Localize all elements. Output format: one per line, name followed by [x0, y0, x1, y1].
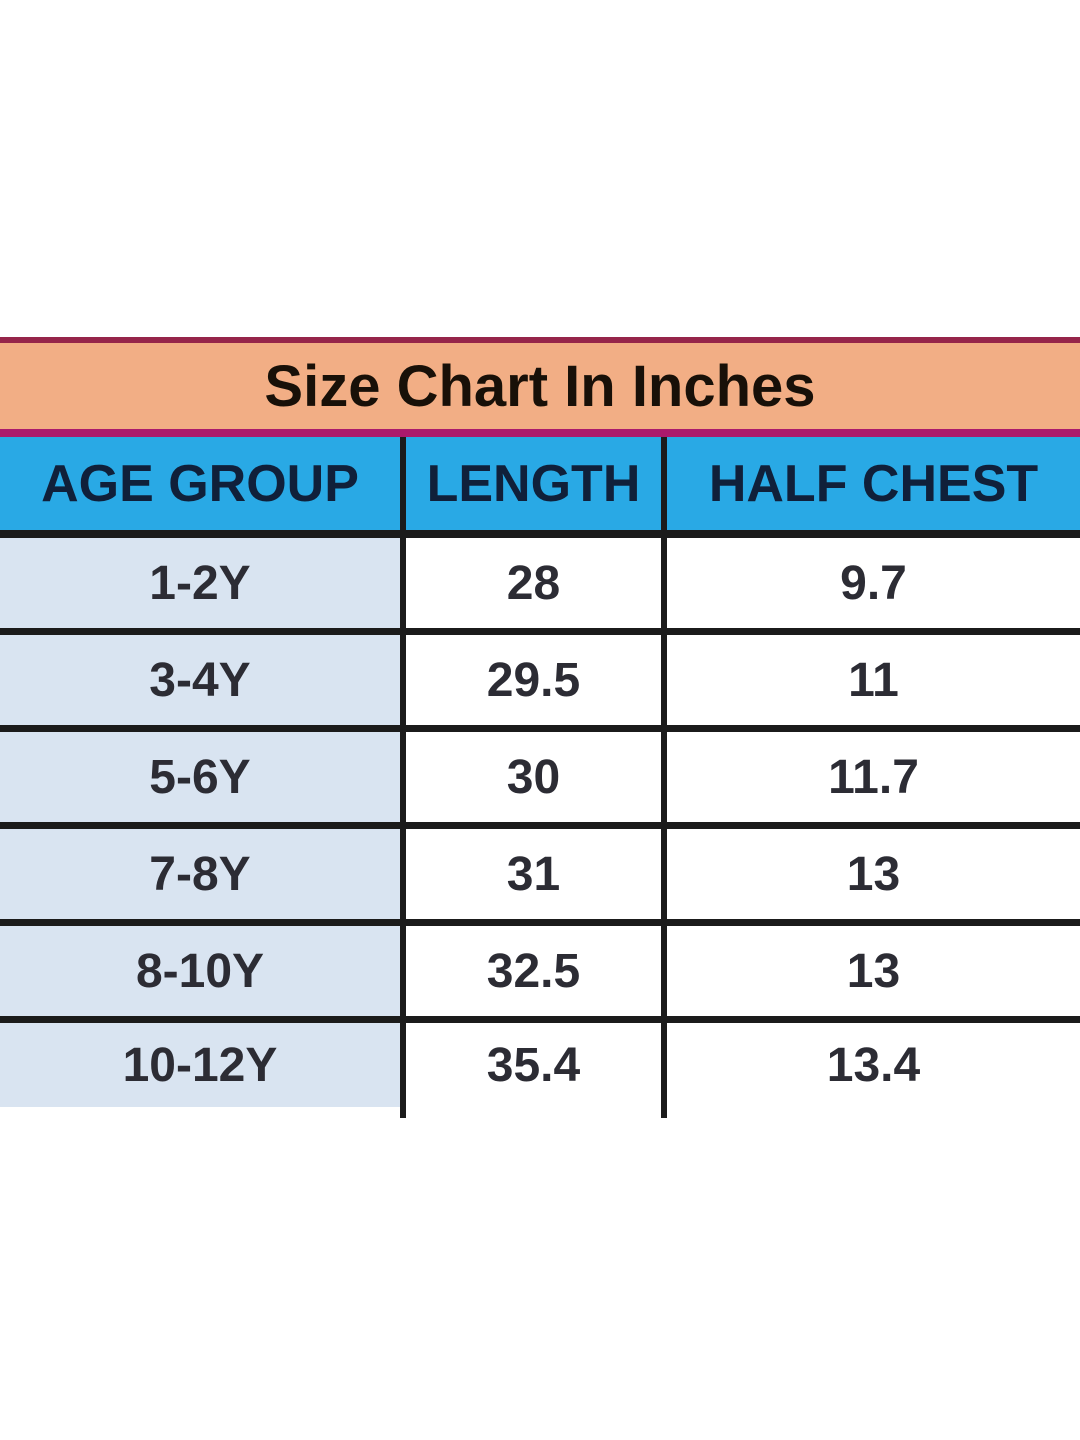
- length-value: 30: [406, 732, 667, 822]
- size-chart-table: Size Chart In Inches AGE GROUP LENGTH HA…: [0, 337, 1080, 1118]
- table-row: 1-2Y 28 9.7: [0, 538, 1080, 635]
- table-title: Size Chart In Inches: [264, 353, 816, 419]
- half-chest-value: 13: [667, 926, 1080, 1016]
- age-group-value: 3-4Y: [0, 635, 406, 725]
- column-header-length: LENGTH: [406, 437, 667, 530]
- half-chest-value: 13: [667, 829, 1080, 919]
- age-group-value: 8-10Y: [0, 926, 406, 1016]
- age-group-value: 10-12Y: [0, 1023, 406, 1107]
- length-value: 31: [406, 829, 667, 919]
- column-header-half-chest: HALF CHEST: [667, 437, 1080, 530]
- table-row: 7-8Y 31 13: [0, 829, 1080, 926]
- length-value: 35.4: [406, 1023, 667, 1107]
- half-chest-value: 9.7: [667, 538, 1080, 628]
- length-value: 28: [406, 538, 667, 628]
- age-group-value: 5-6Y: [0, 732, 406, 822]
- table-row: 3-4Y 29.5 11: [0, 635, 1080, 732]
- column-divider-stub: [400, 1107, 406, 1118]
- age-group-value: 1-2Y: [0, 538, 406, 628]
- age-group-value: 7-8Y: [0, 829, 406, 919]
- half-chest-value: 11: [667, 635, 1080, 725]
- column-header-age-group: AGE GROUP: [0, 437, 406, 530]
- table-row: 5-6Y 30 11.7: [0, 732, 1080, 829]
- table-row: 8-10Y 32.5 13: [0, 926, 1080, 1023]
- table-header-row: AGE GROUP LENGTH HALF CHEST: [0, 437, 1080, 538]
- column-divider-stub: [661, 1107, 667, 1118]
- half-chest-value: 13.4: [667, 1023, 1080, 1107]
- half-chest-value: 11.7: [667, 732, 1080, 822]
- length-value: 32.5: [406, 926, 667, 1016]
- table-title-bar: Size Chart In Inches: [0, 337, 1080, 437]
- length-value: 29.5: [406, 635, 667, 725]
- table-row: 10-12Y 35.4 13.4: [0, 1023, 1080, 1107]
